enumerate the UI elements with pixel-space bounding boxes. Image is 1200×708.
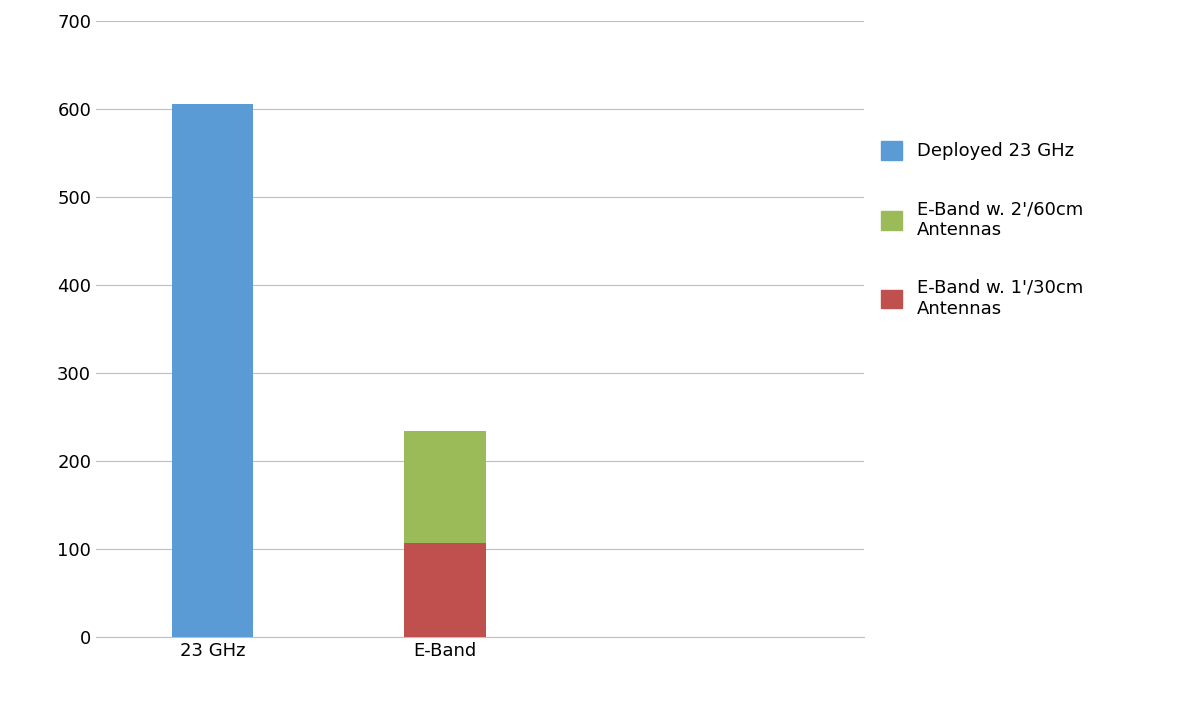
Bar bbox=[172, 104, 253, 637]
Bar bbox=[404, 431, 486, 543]
Bar bbox=[404, 543, 486, 637]
Legend: Deployed 23 GHz, E-Band w. 2'/60cm
Antennas, E-Band w. 1'/30cm
Antennas: Deployed 23 GHz, E-Band w. 2'/60cm Anten… bbox=[881, 141, 1084, 317]
